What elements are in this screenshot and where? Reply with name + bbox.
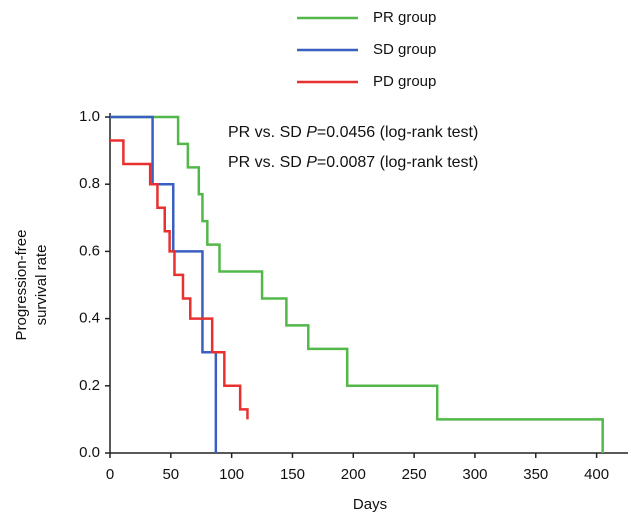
survival-curve — [110, 115, 604, 453]
y-tick-label: 0.4 — [79, 310, 100, 327]
x-axis-label: Days — [353, 496, 387, 513]
y-tick-label: 0.6 — [79, 242, 100, 259]
y-tick-label: 1.0 — [79, 108, 100, 125]
y-axis-label: survival rate — [33, 245, 50, 326]
x-tick-label: 0 — [106, 466, 114, 483]
x-tick-label: 150 — [280, 466, 305, 483]
x-tick-label: 200 — [341, 466, 366, 483]
y-tick-label: 0.0 — [79, 444, 100, 461]
annotation-part: =0.0456 (log-rank test) — [317, 124, 478, 141]
annotation: PR vs. SD P=0.0456 (log-rank test) — [228, 124, 478, 141]
x-tick-label: 400 — [584, 466, 609, 483]
y-tick-label: 0.2 — [79, 377, 100, 394]
annotation-part: =0.0087 (log-rank test) — [317, 154, 478, 171]
x-tick-label: 100 — [219, 466, 244, 483]
legend-label: SD group — [373, 41, 436, 58]
y-axis-label: Progression-free — [13, 230, 30, 341]
annotation-part: PR vs. SD — [228, 154, 306, 171]
legend-label: PD group — [373, 73, 436, 90]
annotation-part: P — [306, 154, 317, 171]
annotation-part: P — [306, 124, 317, 141]
annotation: PR vs. SD P=0.0087 (log-rank test) — [228, 154, 478, 171]
legend-label: PR group — [373, 9, 436, 26]
x-tick-label: 350 — [523, 466, 548, 483]
survival-curve — [110, 139, 249, 420]
x-tick-label: 250 — [402, 466, 427, 483]
y-tick-label: 0.8 — [79, 175, 100, 192]
x-tick-label: 300 — [462, 466, 487, 483]
annotation-part: PR vs. SD — [228, 124, 306, 141]
x-tick-label: 50 — [162, 466, 179, 483]
